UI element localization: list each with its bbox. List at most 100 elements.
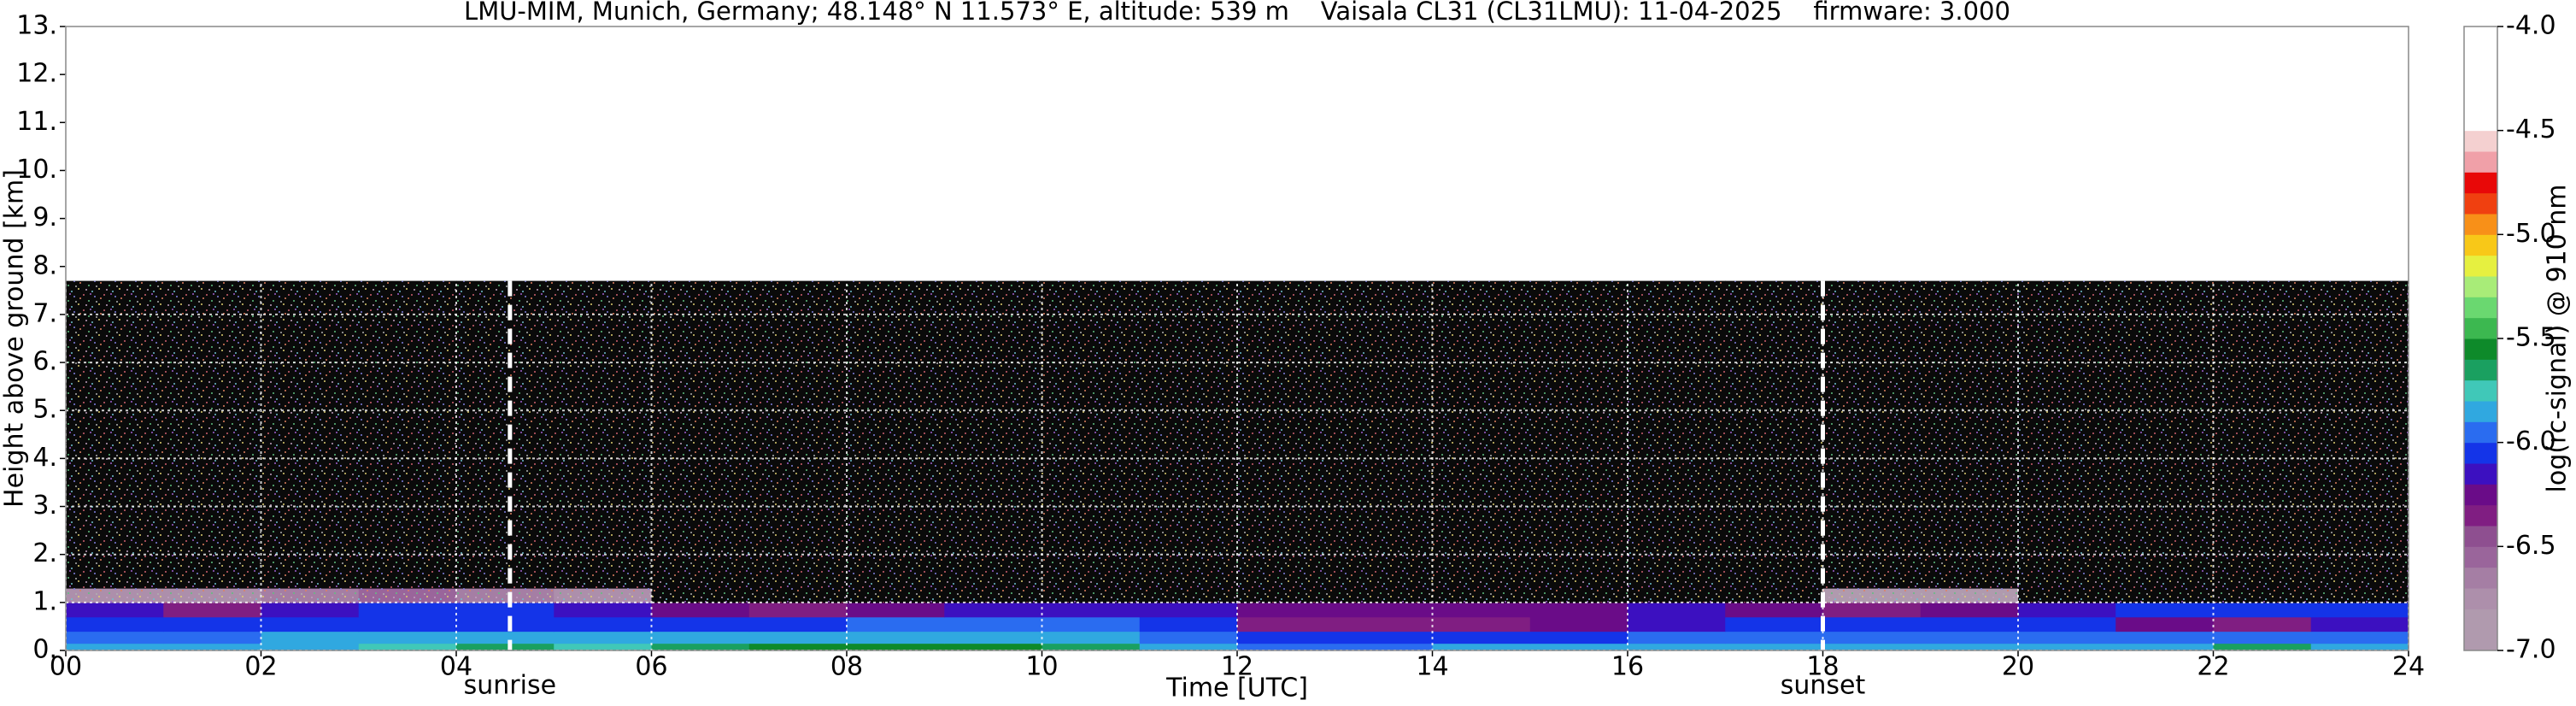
- heatmap-cell: [1042, 643, 1141, 651]
- colorbar-label: log(rc-signal) @ 910 nm: [2543, 185, 2573, 493]
- colorbar-segment: [2464, 504, 2497, 527]
- heatmap-cell: [748, 616, 848, 632]
- heatmap-cell: [1628, 602, 1726, 618]
- x-tick-label: 04: [440, 652, 472, 682]
- colorbar-tick-label: -6.0: [2506, 427, 2556, 456]
- y-tick-label: 9.: [32, 203, 57, 232]
- colorbar-segment: [2464, 172, 2497, 194]
- heatmap-cell: [1920, 643, 2019, 651]
- colorbar-segment: [2464, 234, 2497, 256]
- heatmap-cell: [456, 602, 555, 618]
- colorbar-tick-label: -5.0: [2506, 219, 2556, 249]
- heatmap-cell: [748, 643, 848, 651]
- y-tick-label: 11.: [16, 107, 57, 137]
- heatmap-cell: [1822, 616, 1922, 632]
- x-tick-label: 12: [1221, 652, 1253, 682]
- heatmap-cell: [2213, 616, 2312, 632]
- y-tick-label: 7.: [32, 298, 57, 328]
- heatmap-cell: [1139, 602, 1238, 618]
- heatmap-cell: [456, 643, 555, 651]
- heatmap-cell: [1237, 616, 1335, 632]
- heatmap-cell: [944, 602, 1043, 618]
- heatmap-cell: [1920, 602, 2019, 618]
- heatmap-cell: [1237, 631, 1335, 644]
- heatmap-cell: [261, 643, 360, 651]
- heatmap-cell: [554, 602, 653, 618]
- x-tick-label: 18: [1806, 652, 1839, 682]
- colorbar-tick-label: -6.5: [2506, 531, 2556, 561]
- colorbar-segment: [2464, 526, 2497, 547]
- heatmap-cell: [1920, 631, 2019, 644]
- heatmap-cell: [2115, 643, 2215, 651]
- heatmap-cell: [261, 631, 360, 644]
- heatmap-cell: [2018, 602, 2116, 618]
- colorbar-segment: [2464, 588, 2497, 609]
- heatmap-cell: [1432, 616, 1531, 632]
- heatmap-cell: [1139, 616, 1238, 632]
- heatmap-cell: [554, 643, 653, 651]
- heatmap-cell: [1529, 602, 1628, 618]
- heatmap-cell: [1725, 631, 1824, 644]
- colorbar-segment: [2464, 151, 2497, 173]
- heatmap-cell: [1432, 602, 1531, 618]
- colorbar-segment: [2464, 609, 2497, 631]
- heatmap-cell: [2018, 643, 2116, 651]
- heatmap-cell: [651, 631, 750, 644]
- y-tick-label: 3.: [32, 491, 57, 521]
- heatmap-cell: [847, 643, 945, 651]
- colorbar-segment: [2464, 629, 2497, 651]
- colorbar-segment: [2464, 359, 2497, 381]
- heatmap-cell: [1628, 643, 1726, 651]
- heatmap-cell: [2115, 602, 2215, 618]
- heatmap-cell: [456, 631, 555, 644]
- x-tick-label: 22: [2197, 652, 2229, 682]
- heatmap-cell: [163, 602, 262, 618]
- x-tick-label: 10: [1025, 652, 1058, 682]
- colorbar-segment: [2464, 401, 2497, 422]
- x-tick-label: 14: [1416, 652, 1448, 682]
- colorbar-tick-label: -7.0: [2506, 635, 2556, 665]
- heatmap-cell: [66, 616, 164, 632]
- heatmap-cell: [2310, 602, 2409, 618]
- x-tick-label: 20: [2002, 652, 2034, 682]
- heatmap-cell: [651, 643, 750, 651]
- heatmap-cell: [1042, 631, 1141, 644]
- x-tick-label: 06: [635, 652, 667, 682]
- x-tick-label: 24: [2392, 652, 2425, 682]
- heatmap-cell: [2310, 643, 2409, 651]
- x-tick-label: 02: [244, 652, 277, 682]
- heatmap-cell: [2018, 631, 2116, 644]
- heatmap-cell: [1335, 616, 1434, 632]
- y-tick-label: 2.: [32, 538, 57, 568]
- colorbar-segment: [2464, 276, 2497, 297]
- colorbar-segment: [2464, 89, 2497, 110]
- colorbar-segment: [2464, 484, 2497, 506]
- heatmap-cell: [66, 643, 164, 651]
- colorbar-tick-label: -5.5: [2506, 323, 2556, 353]
- heatmap-cell: [1432, 643, 1531, 651]
- x-tick-label: 00: [50, 652, 82, 682]
- heatmap-cell: [2213, 643, 2312, 651]
- heatmap-cell: [163, 631, 262, 644]
- colorbar-tick-label: -4.5: [2506, 115, 2556, 144]
- plot-frame: [65, 26, 2409, 651]
- chart-title: LMU-MIM, Munich, Germany; 48.148° N 11.5…: [464, 0, 2010, 26]
- heatmap-cell: [651, 602, 750, 618]
- x-tick-label: 16: [1611, 652, 1644, 682]
- heatmap-cell: [651, 616, 750, 632]
- colorbar-segment: [2464, 68, 2497, 90]
- heatmap-cell: [554, 631, 653, 644]
- y-tick-label: 13.: [16, 11, 57, 41]
- colorbar-segment: [2464, 421, 2497, 444]
- y-tick-label: 8.: [32, 250, 57, 280]
- heatmap-cell: [1822, 631, 1922, 644]
- heatmap-cell: [1822, 643, 1922, 651]
- colorbar-segment: [2464, 338, 2497, 360]
- heatmap-cell: [66, 602, 164, 618]
- heatmap-cell: [2115, 631, 2215, 644]
- heatmap-cell: [358, 616, 457, 632]
- x-axis-label: Time [UTC]: [1165, 674, 1308, 703]
- heatmap-cell: [1237, 643, 1335, 651]
- heatmap-cell: [1042, 602, 1141, 618]
